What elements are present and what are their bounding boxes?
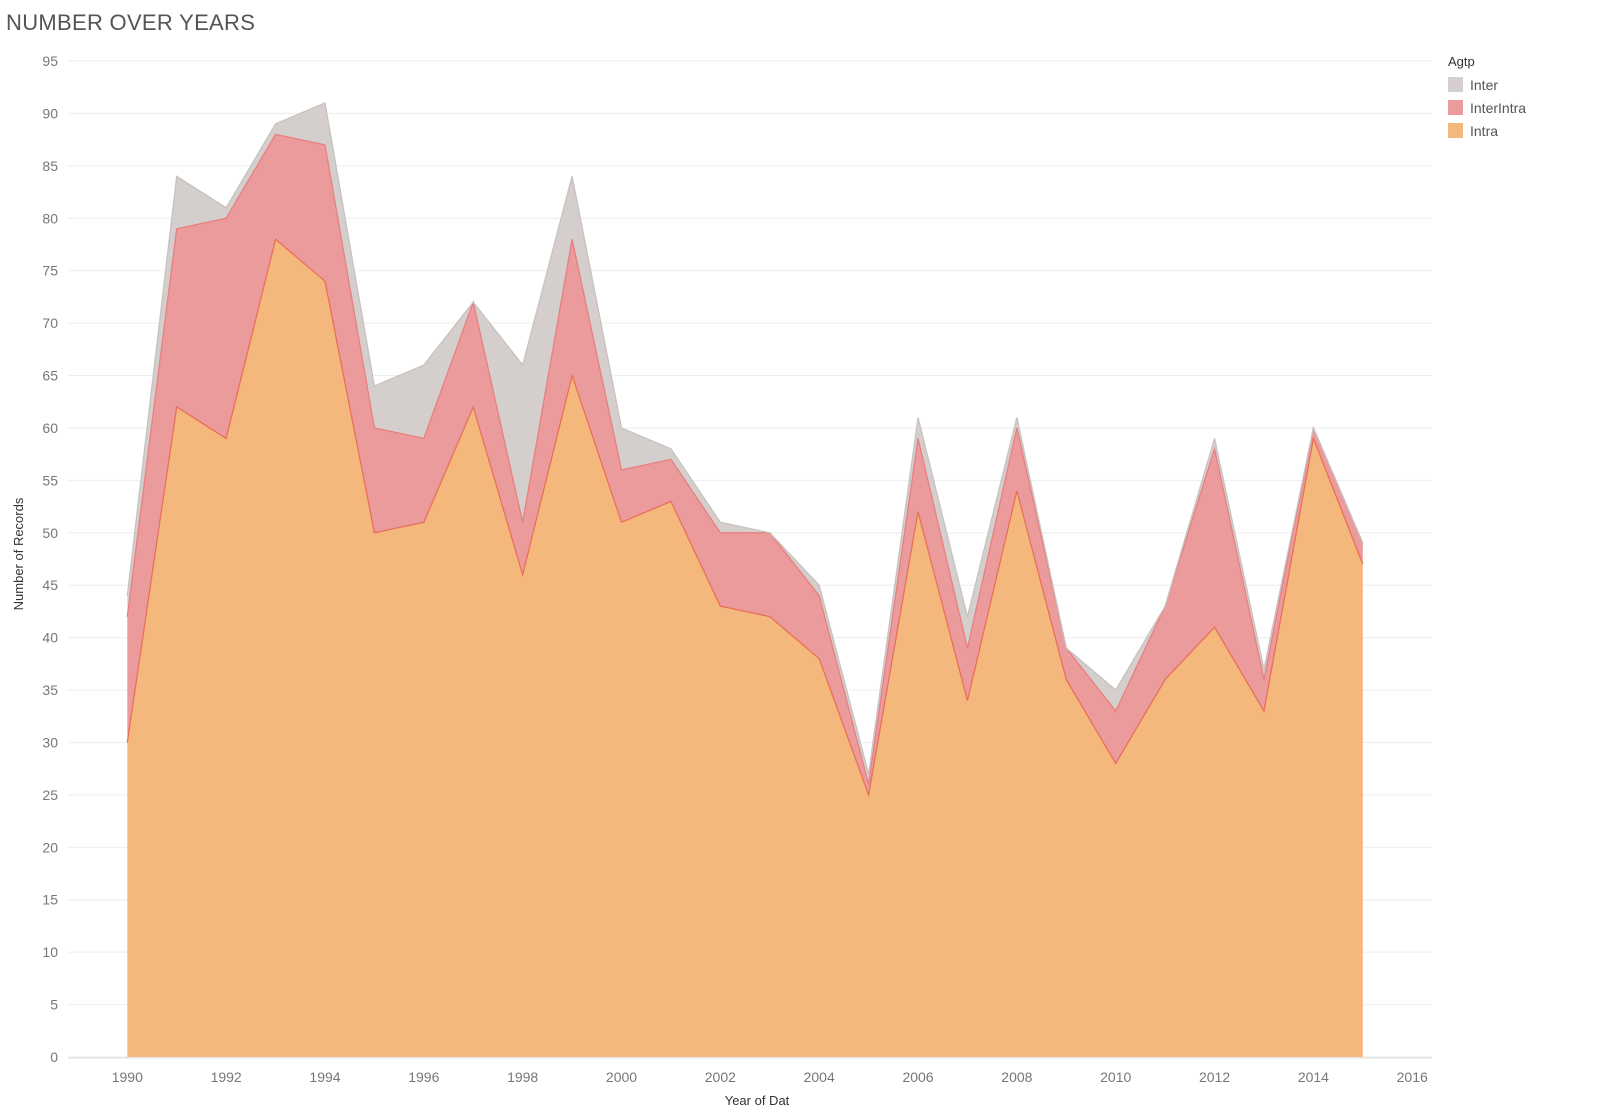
legend-label: Inter bbox=[1470, 76, 1499, 93]
y-tick-label: 50 bbox=[42, 525, 58, 541]
x-tick-label: 2002 bbox=[705, 1069, 736, 1085]
y-tick-label: 20 bbox=[42, 839, 58, 855]
y-tick-label: 65 bbox=[42, 368, 58, 384]
x-tick-label: 2000 bbox=[606, 1069, 637, 1085]
x-tick-label: 1996 bbox=[408, 1069, 439, 1085]
y-tick-label: 5 bbox=[50, 997, 58, 1013]
x-tick-label: 1998 bbox=[507, 1069, 538, 1085]
x-axis-title: Year of Dat bbox=[725, 1093, 790, 1108]
x-tick-label: 2010 bbox=[1100, 1069, 1131, 1085]
y-tick-label: 95 bbox=[42, 53, 58, 69]
x-tick-label: 2012 bbox=[1199, 1069, 1230, 1085]
x-axis: 1990 1992 1994 1996 1998 2000 2002 2004 2006 2008… bbox=[68, 1057, 1432, 1085]
line-interintra bbox=[126, 133, 1364, 785]
y-tick-label: 55 bbox=[42, 472, 58, 488]
legend-swatch bbox=[1448, 100, 1463, 115]
x-tick-label: 1994 bbox=[309, 1069, 340, 1085]
x-tick-label: 2016 bbox=[1397, 1069, 1428, 1085]
x-tick-label: 1992 bbox=[211, 1069, 242, 1085]
y-axis-title: Number of Records bbox=[11, 497, 26, 610]
legend-label: Intra bbox=[1470, 122, 1499, 139]
y-tick-label: 70 bbox=[42, 315, 58, 331]
line-intra bbox=[126, 238, 1364, 798]
stacked-areas bbox=[126, 102, 1364, 1058]
x-tick-label: 2006 bbox=[902, 1069, 933, 1085]
y-axis: 0 5 10 15 20 25 30 35 40 45 50 55 60 65 70 75 80 85 90 95 bbox=[42, 53, 58, 1065]
y-tick-label: 75 bbox=[42, 263, 58, 279]
area-intra bbox=[127, 239, 1363, 1058]
legend-item-interintra[interactable]: InterIntra bbox=[1448, 96, 1526, 119]
x-tick-label: 2004 bbox=[804, 1069, 835, 1085]
y-tick-label: 35 bbox=[42, 682, 58, 698]
y-tick-label: 90 bbox=[42, 105, 58, 121]
y-tick-label: 10 bbox=[42, 944, 58, 960]
y-tick-label: 30 bbox=[42, 734, 58, 750]
y-tick-label: 15 bbox=[42, 892, 58, 908]
legend-label: InterIntra bbox=[1470, 99, 1527, 116]
chart-title: NUMBER OVER YEARS bbox=[6, 10, 256, 35]
y-tick-label: 45 bbox=[42, 577, 58, 593]
y-tick-label: 40 bbox=[42, 630, 58, 646]
legend-title: Agtp bbox=[1448, 54, 1475, 69]
legend-item-inter[interactable]: Inter bbox=[1448, 73, 1526, 96]
y-tick-label: 60 bbox=[42, 420, 58, 436]
y-tick-label: 85 bbox=[42, 158, 58, 174]
y-tick-label: 80 bbox=[42, 210, 58, 226]
x-tick-label: 2008 bbox=[1001, 1069, 1032, 1085]
legend-swatch bbox=[1448, 77, 1463, 92]
area-interintra bbox=[127, 134, 1363, 795]
legend-items: Inter InterIntra Intra bbox=[1448, 73, 1526, 142]
y-tick-label: 25 bbox=[42, 787, 58, 803]
legend: Agtp Inter InterIntra Intra bbox=[1448, 54, 1526, 142]
y-tick-label: 0 bbox=[50, 1049, 58, 1065]
x-tick-label: 2014 bbox=[1298, 1069, 1329, 1085]
x-tick-label: 1990 bbox=[112, 1069, 143, 1085]
line-inter bbox=[126, 102, 1364, 775]
area-inter bbox=[127, 102, 1363, 785]
legend-swatch bbox=[1448, 123, 1463, 138]
legend-item-intra[interactable]: Intra bbox=[1448, 119, 1526, 142]
